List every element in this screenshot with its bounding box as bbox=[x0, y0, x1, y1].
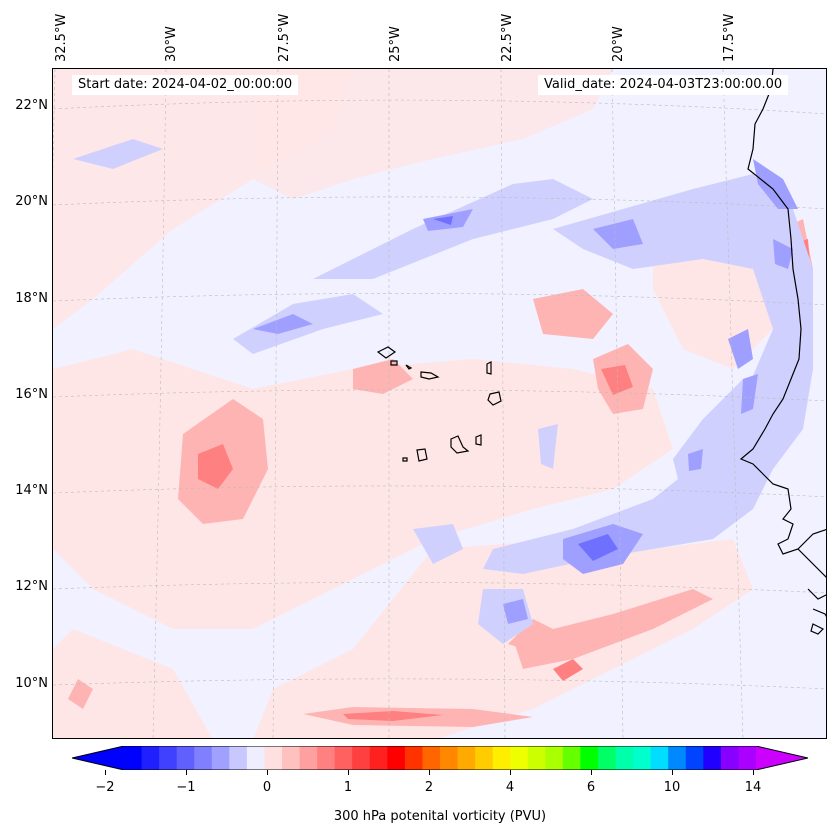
colorbar-segment bbox=[457, 746, 476, 770]
colorbar-segment bbox=[334, 746, 353, 770]
colorbar-segment bbox=[633, 746, 652, 770]
colorbar-segment bbox=[159, 746, 178, 770]
colorbar-segment bbox=[440, 746, 459, 770]
cb-tick-6: 6 bbox=[586, 780, 596, 795]
cb-tick-neg1: −1 bbox=[176, 780, 196, 795]
cb-tickmark bbox=[186, 770, 187, 775]
colorbar-segment bbox=[545, 746, 564, 770]
lon-label-17-5w: 17.5°W bbox=[722, 13, 737, 62]
colorbar-segment bbox=[615, 746, 634, 770]
cb-tick-2: 2 bbox=[424, 780, 434, 795]
map-panel bbox=[52, 68, 827, 739]
cb-tickmark bbox=[429, 770, 430, 775]
colorbar-segment bbox=[580, 746, 599, 770]
cb-tick-neg2: −2 bbox=[95, 780, 115, 795]
valid-date-text: Valid_date: 2024-04-03T23:00:00.00 bbox=[544, 77, 783, 92]
cb-tick-0: 0 bbox=[262, 780, 272, 795]
lon-label-32-5w: 32.5°W bbox=[54, 13, 69, 62]
colorbar-segment bbox=[317, 746, 336, 770]
valid-date-box: Valid_date: 2024-04-03T23:00:00.00 bbox=[538, 75, 789, 95]
colorbar-segment bbox=[720, 746, 739, 770]
colorbar-segment bbox=[475, 746, 494, 770]
colorbar-segment bbox=[369, 746, 388, 770]
colorbar-segment bbox=[246, 746, 265, 770]
colorbar-segment bbox=[492, 746, 511, 770]
colorbar-extend-high bbox=[756, 746, 808, 770]
colorbar-segment bbox=[194, 746, 213, 770]
lon-label-20w: 20°W bbox=[611, 26, 626, 62]
colorbar-segment bbox=[738, 746, 757, 770]
colorbar-segment bbox=[387, 746, 406, 770]
lat-label-12n: 12°N bbox=[15, 579, 48, 594]
lat-label-22n: 22°N bbox=[15, 98, 48, 113]
cb-tick-14: 14 bbox=[744, 780, 762, 795]
colorbar-segment bbox=[282, 746, 301, 770]
lat-label-14n: 14°N bbox=[15, 483, 48, 498]
african-coastline bbox=[739, 69, 826, 635]
colorbar bbox=[72, 746, 808, 770]
cb-tickmark bbox=[672, 770, 673, 775]
colorbar-segment bbox=[264, 746, 283, 770]
lon-label-30w: 30°W bbox=[164, 26, 179, 62]
colorbar-segment bbox=[229, 746, 248, 770]
colorbar-segment bbox=[124, 746, 143, 770]
lat-label-18n: 18°N bbox=[15, 291, 48, 306]
cb-tick-10: 10 bbox=[663, 780, 681, 795]
lat-label-10n: 10°N bbox=[15, 676, 48, 691]
pv-contour-map bbox=[53, 69, 826, 738]
colorbar-segment bbox=[141, 746, 160, 770]
colorbar-segment bbox=[176, 746, 195, 770]
cb-tickmark bbox=[753, 770, 754, 775]
colorbar-label: 300 hPa potenital vorticity (PVU) bbox=[333, 809, 547, 824]
colorbar-segment bbox=[703, 746, 722, 770]
lon-label-27-5w: 27.5°W bbox=[277, 13, 292, 62]
cb-tickmark bbox=[348, 770, 349, 775]
colorbar-segment bbox=[650, 746, 669, 770]
colorbar-extend-low bbox=[72, 746, 124, 770]
colorbar-segment bbox=[527, 746, 546, 770]
colorbar-segment bbox=[510, 746, 529, 770]
colorbar-segment bbox=[685, 746, 704, 770]
colorbar-segment bbox=[352, 746, 371, 770]
colorbar-segment bbox=[211, 746, 230, 770]
colorbar-segment bbox=[404, 746, 423, 770]
cb-tick-4: 4 bbox=[505, 780, 515, 795]
strong-negative-regions bbox=[433, 216, 618, 561]
lat-label-20n: 20°N bbox=[15, 194, 48, 209]
cb-tickmark bbox=[105, 770, 106, 775]
cb-tickmark bbox=[510, 770, 511, 775]
cb-tickmark bbox=[267, 770, 268, 775]
colorbar-segment bbox=[668, 746, 687, 770]
colorbar-segment bbox=[598, 746, 617, 770]
cb-tickmark bbox=[591, 770, 592, 775]
start-date-text: Start date: 2024-04-02_00:00:00 bbox=[78, 77, 293, 92]
start-date-box: Start date: 2024-04-02_00:00:00 bbox=[72, 75, 299, 95]
graticule bbox=[53, 69, 826, 738]
colorbar-segment bbox=[299, 746, 318, 770]
colorbar-segment bbox=[422, 746, 441, 770]
lon-label-22-5w: 22.5°W bbox=[500, 13, 515, 62]
lon-label-25w: 25°W bbox=[388, 26, 403, 62]
lat-label-16n: 16°N bbox=[15, 387, 48, 402]
cb-tick-1: 1 bbox=[343, 780, 353, 795]
colorbar-segment bbox=[562, 746, 581, 770]
cape-verde-islands bbox=[376, 346, 502, 462]
